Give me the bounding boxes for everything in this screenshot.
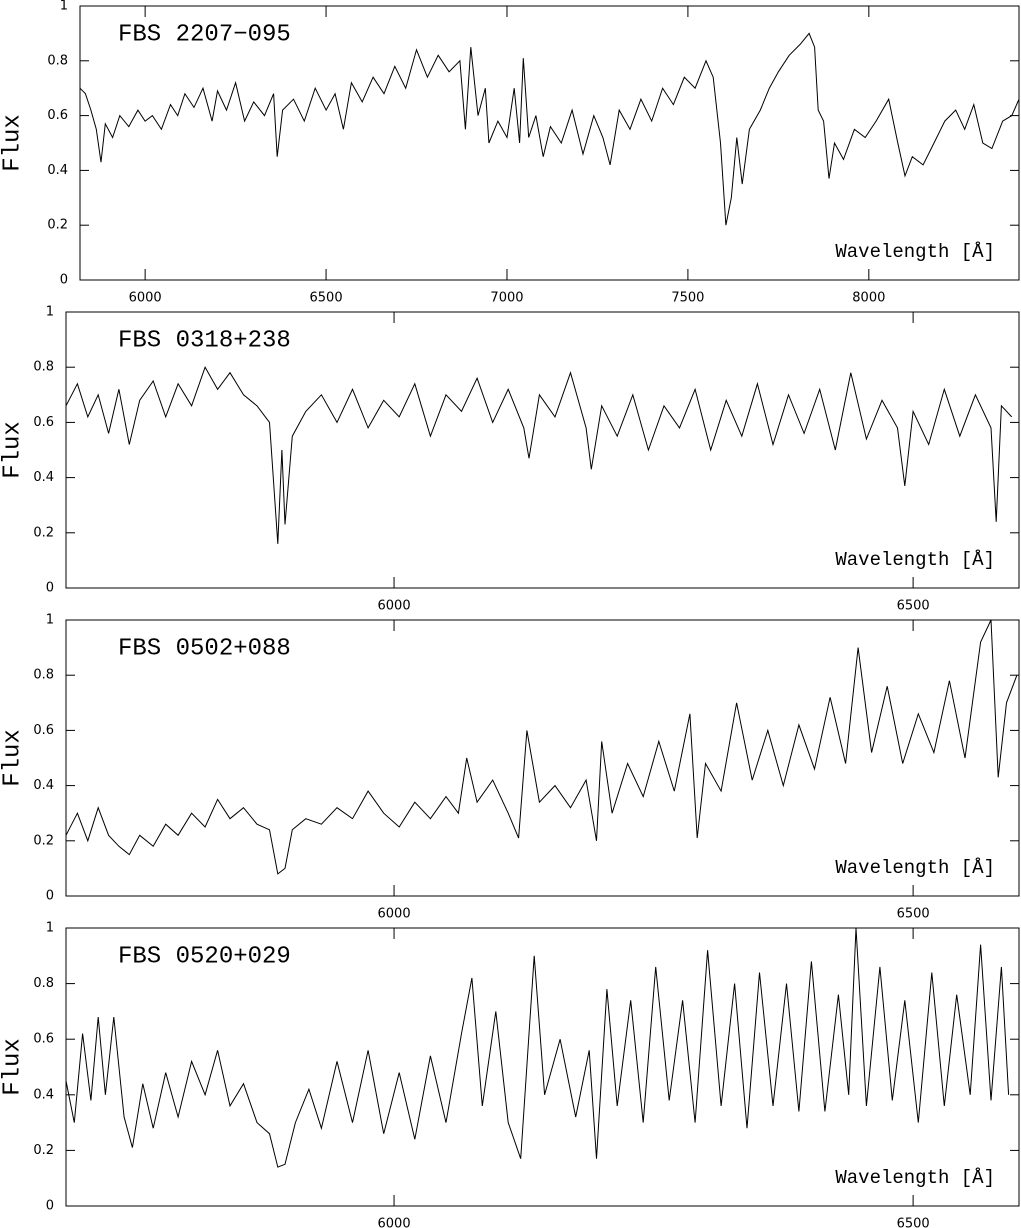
- y-tick-label: 1: [46, 613, 54, 628]
- y-axis-label: Flux: [0, 729, 26, 787]
- y-tick-label: 0.4: [33, 470, 54, 485]
- x-axis-label: Wavelength [Å]: [835, 549, 995, 571]
- y-tick-label: 0.2: [33, 833, 54, 848]
- spectrum-line: [65, 927, 1010, 1168]
- y-tick-label: 0: [46, 581, 54, 596]
- y-tick-label: 0: [60, 273, 68, 288]
- y-tick-label: 0.4: [33, 778, 54, 793]
- y-tick-label: 1: [60, 0, 68, 14]
- spectrum-line: [79, 32, 1020, 226]
- x-tick-label: 6000: [378, 1217, 411, 1228]
- spectrum-line: [65, 365, 1013, 544]
- x-tick-label: 7500: [671, 291, 704, 306]
- plot-frame: [65, 927, 1020, 1207]
- y-tick-label: 0.6: [33, 1032, 54, 1047]
- y-tick-label: 0.4: [33, 1087, 54, 1102]
- y-tick-label: 0.2: [33, 1143, 54, 1158]
- x-tick-label: 6500: [897, 1217, 930, 1228]
- y-tick-label: 1: [46, 305, 54, 320]
- x-tick-label: 6500: [897, 599, 930, 614]
- panel-title: FBS 0318+238: [118, 327, 291, 354]
- plot-frame: [65, 619, 1020, 897]
- x-tick-label: 6000: [378, 599, 411, 614]
- y-axis-label: Flux: [0, 1038, 26, 1096]
- x-axis-label: Wavelength [Å]: [835, 857, 995, 879]
- y-axis-label: Flux: [0, 421, 26, 479]
- x-tick-label: 8000: [852, 291, 885, 306]
- spectrum-line: [65, 619, 1018, 875]
- y-axis-label: Flux: [0, 114, 26, 172]
- x-tick-label: 6500: [897, 907, 930, 922]
- x-tick-label: 6000: [129, 291, 162, 306]
- y-tick-label: 0.8: [33, 360, 54, 375]
- y-tick-label: 1: [46, 921, 54, 936]
- plot-frame: [79, 5, 1020, 281]
- y-tick-label: 0.4: [47, 163, 68, 178]
- x-tick-label: 7000: [490, 291, 523, 306]
- y-tick-label: 0.2: [33, 525, 54, 540]
- y-tick-label: 0.6: [47, 108, 68, 123]
- panel-title: FBS 0502+088: [118, 635, 291, 662]
- y-tick-label: 0.6: [33, 723, 54, 738]
- panel-title: FBS 2207−095: [118, 21, 291, 48]
- y-tick-label: 0.8: [47, 53, 68, 68]
- x-tick-label: 6500: [310, 291, 343, 306]
- x-axis-label: Wavelength [Å]: [835, 241, 995, 263]
- y-tick-label: 0.6: [33, 415, 54, 430]
- y-tick-label: 0.2: [47, 218, 68, 233]
- x-tick-label: 6000: [378, 907, 411, 922]
- y-tick-label: 0.8: [33, 976, 54, 991]
- y-tick-label: 0.8: [33, 668, 54, 683]
- y-tick-label: 0: [46, 889, 54, 904]
- x-axis-label: Wavelength [Å]: [835, 1167, 995, 1189]
- plot-frame: [65, 311, 1020, 589]
- panel-title: FBS 0520+029: [118, 943, 291, 970]
- y-tick-label: 0: [46, 1199, 54, 1214]
